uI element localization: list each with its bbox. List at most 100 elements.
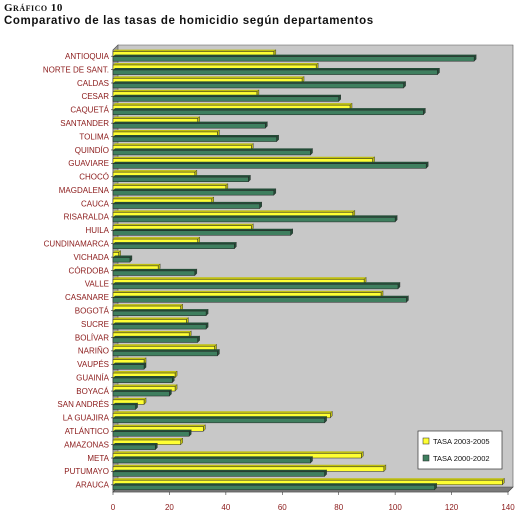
category-label: SAN ANDRÉS [57,400,109,409]
bar-top-face [113,129,220,132]
bar-top-face [113,451,364,454]
bar-top-face [113,250,121,253]
bar-top-face [113,263,161,266]
bar-top-face [113,62,319,65]
bar-top-face [113,424,206,427]
x-tick-label: 0 [111,503,116,512]
bar-top-face [113,349,220,352]
bar-top-face [113,304,183,307]
bar-top-face [113,103,352,106]
category-label: ATLÁNTICO [65,427,109,436]
category-label: SANTANDER [60,119,109,128]
bar-top-face [113,282,400,285]
bar-top-face [113,295,409,298]
bar-2000-2002 [112,96,339,102]
bar-top-face [113,210,355,213]
bar-2000-2002 [112,150,311,156]
bar-top-face [113,228,293,231]
bar-top-face [113,215,398,218]
bar-top-face [113,223,254,226]
bar-top-face [113,49,276,52]
bar-2000-2002 [112,123,266,129]
bar-2000-2002 [112,297,407,303]
bar-2000-2002 [112,190,275,196]
bar-top-face [113,277,367,280]
category-label: GUAINÍA [76,373,110,382]
bar-top-face [113,384,178,387]
bar-2000-2002 [112,257,131,263]
legend-swatch-2000-2002 [422,454,430,462]
category-label: CHOCÓ [79,173,109,182]
chart-title: Comparativo de las tasas de homicidio se… [4,15,374,27]
bar-top-face [113,237,200,240]
category-label: VAUPÉS [77,360,109,369]
bar-top-face [113,94,341,97]
x-tick-label: 140 [501,503,515,512]
category-label: QUINDÍO [75,146,109,155]
figure-label: Gráfico 10 [4,2,63,14]
category-label: HUILA [85,226,109,235]
bar-top-face [113,389,172,392]
bar-top-face [113,268,197,271]
bar-top-face [113,148,313,151]
bar-top-face [113,201,262,204]
category-label: CALDAS [77,79,109,88]
bar-2000-2002 [112,337,198,343]
category-label: GUAVIARE [68,159,109,168]
bar-top-face [113,196,214,199]
category-label: META [87,454,109,463]
category-label: CAUCA [81,199,110,208]
bar-top-face [113,362,147,365]
bar-2000-2002 [112,136,277,142]
x-tick-label: 100 [388,503,402,512]
bar-top-face [113,156,375,159]
bar-top-face [113,242,237,245]
x-tick-label: 120 [445,503,459,512]
bar-top-face [113,376,175,379]
category-label: CAQUETÁ [70,106,109,115]
bar-top-face [113,67,440,70]
bar-2000-2002 [112,404,136,410]
category-label: NARIÑO [78,347,109,356]
bar-2000-2002 [112,484,435,491]
category-label: NORTE DE SANT. [43,65,109,74]
category-label: PUTUMAYO [64,467,109,476]
bar-top-face [113,429,192,432]
bar-2000-2002 [112,163,427,169]
bar-top-face [113,188,276,191]
bar-2000-2002 [112,243,235,249]
category-label: RISARALDA [64,213,110,222]
bar-top-face [113,134,279,137]
bar-top-face [113,411,333,414]
category-label: AMAZONAS [64,440,109,449]
bar-2000-2002 [112,203,260,209]
bar-top-face [113,464,386,467]
bar-top-face [113,330,192,333]
bar-2000-2002 [112,230,291,236]
bar-top-face [113,371,178,374]
bar-top-face [113,416,327,419]
bar-top-face [113,121,268,124]
category-label: CESAR [81,92,109,101]
legend-box [417,430,503,470]
category-label: SUCRE [81,320,109,329]
category-label: CASANARE [65,293,109,302]
bar-top-face [113,255,132,258]
category-label: ANTIOQUIA [65,52,110,61]
bar-top-face [113,116,200,119]
bar-top-face [113,81,406,84]
bar-top-face [113,357,147,360]
bar-2000-2002 [112,431,190,437]
category-label: BOGOTÁ [75,306,110,315]
bar-2000-2002 [112,109,424,116]
category-label: CÓRDOBA [69,266,110,275]
bar-top-face [113,443,158,446]
category-label: CUNDINAMARCA [44,240,110,249]
category-label: LA GUAJIRA [63,414,110,423]
bar-top-face [113,335,200,338]
bar-top-face [113,175,251,178]
bar-top-face [113,402,138,405]
category-label: BOLÍVAR [75,333,109,342]
bar-2000-2002 [112,310,207,316]
legend-label-2003-2005: TASA 2003-2005 [433,437,490,446]
